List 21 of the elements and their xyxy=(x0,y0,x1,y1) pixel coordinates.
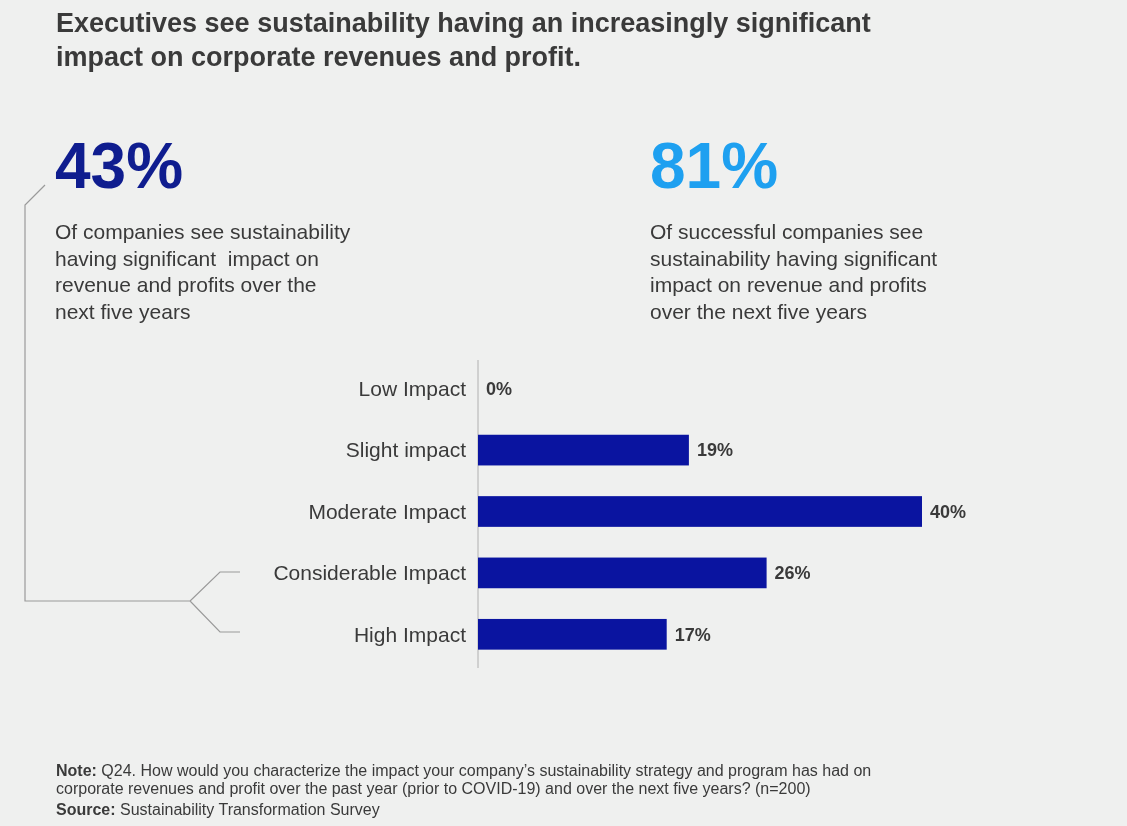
text: 43% xyxy=(55,130,184,202)
data-label: 17% xyxy=(674,624,711,645)
y-tick-label: Low Impact xyxy=(358,377,467,401)
data-label: 0% xyxy=(486,379,513,399)
bar xyxy=(478,496,922,527)
bar xyxy=(478,618,667,650)
text: Note: Q24. How would you characterize the impact your company’s sustainability strategy and program has had on corporate revenues and profit over the past year (prior to COVID-19) and over the next five years? (n=200) xyxy=(56,762,872,797)
text: Of successful companies see sustainability having significant impact on revenue and profits over the next five years xyxy=(650,220,938,323)
chart-title: Executives see sustainability having an increasingly significant impact on corporate revenues and profit. xyxy=(56,8,871,72)
data-label: 26% xyxy=(774,563,811,584)
bar xyxy=(478,434,689,466)
data-label: 19% xyxy=(696,440,733,461)
y-tick-label: Slight impact xyxy=(345,438,467,462)
y-tick-label: High Impact xyxy=(353,622,467,646)
text: Of companies see sustainability having significant impact on revenue and profits over the next five years xyxy=(55,220,351,323)
bar xyxy=(478,557,767,589)
source-note: Source: Sustainability Transformation Survey xyxy=(56,801,380,818)
y-tick-label: Considerable Impact xyxy=(273,561,467,585)
y-tick-label: Moderate Impact xyxy=(308,499,467,523)
data-label: 40% xyxy=(930,501,967,522)
text: 81% xyxy=(650,130,779,202)
